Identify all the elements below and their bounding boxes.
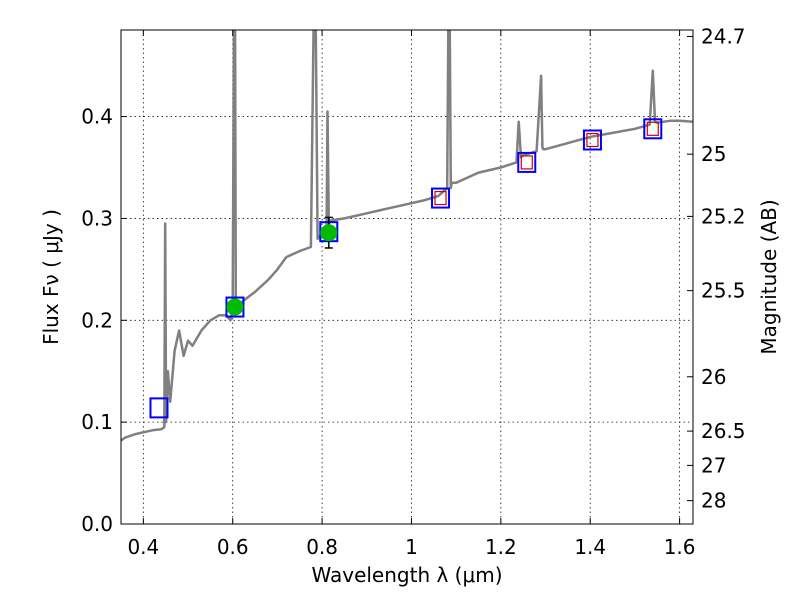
inner-marker — [520, 155, 533, 170]
tick-labels: 0.4 0.6 0.8 1 1.2 1.4 1.6 0.0 0.1 0.2 0.3 0.4 24.7 25… — [81, 24, 745, 559]
x-tick-label: 0.4 — [127, 535, 159, 559]
x-tick-label: 1.4 — [574, 535, 606, 559]
x-tick-label: 1.6 — [664, 535, 696, 559]
model-photometry-square — [582, 129, 602, 151]
inner-marker — [586, 132, 599, 148]
mag-tick-label: 26.5 — [701, 419, 746, 443]
inner-marker — [434, 190, 447, 206]
y-axis-title: Flux Fν ( μJy ) — [39, 209, 63, 345]
observed-point — [226, 298, 244, 316]
mag-tick-label: 25.2 — [701, 204, 746, 228]
mag-tick-label: 25.5 — [701, 279, 746, 303]
mag-tick-label: 25 — [701, 142, 726, 166]
grid — [121, 30, 693, 524]
spectrum-line — [121, 30, 693, 442]
y-tick-label: 0.2 — [81, 308, 113, 332]
model-photometry-square — [149, 397, 169, 419]
model-photometry-square — [643, 118, 663, 140]
mag-tick-label: 24.7 — [701, 24, 746, 48]
x-tick-label: 1.2 — [485, 535, 517, 559]
y-tick-label: 0.3 — [81, 206, 113, 230]
x-tick-label: 0.6 — [217, 535, 249, 559]
mag-tick-label: 26 — [701, 365, 726, 389]
y-tick-label: 0.4 — [81, 105, 113, 129]
x-tick-label: 0.8 — [306, 535, 338, 559]
x-tick-label: 1 — [405, 535, 418, 559]
y-tick-label: 0.0 — [81, 512, 113, 536]
plot-frame — [120, 29, 694, 525]
ticks — [121, 30, 693, 525]
mag-tick-label: 28 — [701, 489, 726, 513]
y-tick-label: 0.1 — [81, 410, 113, 434]
observed-point — [320, 224, 338, 242]
mag-tick-label: 27 — [701, 453, 726, 477]
y2-axis-title: Magnitude (AB) — [757, 199, 781, 354]
x-axis-title: Wavelength λ (μm) — [311, 563, 502, 587]
model-photometry-square — [431, 187, 451, 209]
model-photometry-square — [517, 151, 537, 173]
plot-area — [121, 30, 693, 442]
inner-marker — [646, 121, 659, 136]
